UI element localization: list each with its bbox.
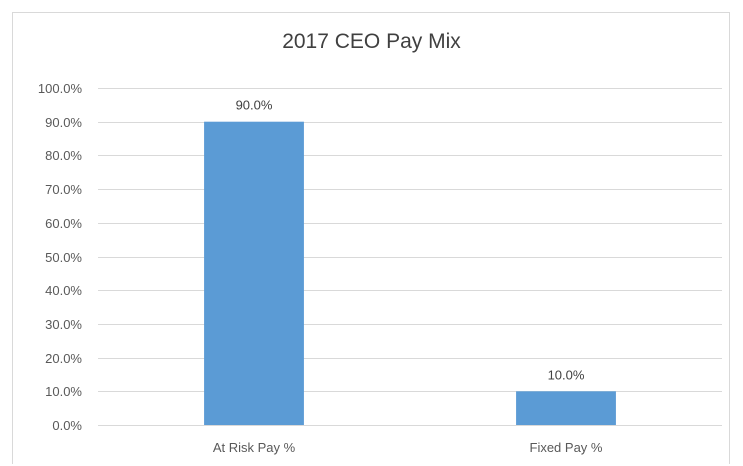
y-tick-label: 40.0%	[45, 283, 82, 298]
data-labels: 90.0% 10.0%	[236, 98, 585, 383]
y-tick-label: 50.0%	[45, 250, 82, 265]
data-label: 10.0%	[548, 367, 585, 382]
category-labels: At Risk Pay % Fixed Pay %	[213, 440, 603, 455]
y-tick-label: 90.0%	[45, 115, 82, 130]
bar-at-risk-pay	[204, 121, 304, 425]
y-tick-label: 20.0%	[45, 351, 82, 366]
chart-frame	[12, 12, 730, 464]
y-tick-label: 60.0%	[45, 216, 82, 231]
y-tick-label: 70.0%	[45, 182, 82, 197]
y-axis-tick-labels: 0.0% 10.0% 20.0% 30.0% 40.0% 50.0% 60.0% 70.0% 8…	[38, 81, 83, 433]
data-label: 90.0%	[236, 98, 273, 113]
y-tick-label: 30.0%	[45, 317, 82, 332]
bars	[204, 121, 616, 425]
chart-title: 2017 CEO Pay Mix	[282, 30, 461, 53]
y-tick-label: 100.0%	[38, 81, 83, 96]
gridlines	[98, 88, 722, 426]
bar-fixed-pay	[516, 391, 616, 425]
category-label: Fixed Pay %	[530, 440, 603, 455]
y-tick-label: 0.0%	[52, 418, 82, 433]
category-label: At Risk Pay %	[213, 440, 296, 455]
y-tick-label: 10.0%	[45, 384, 82, 399]
y-tick-label: 80.0%	[45, 148, 82, 163]
